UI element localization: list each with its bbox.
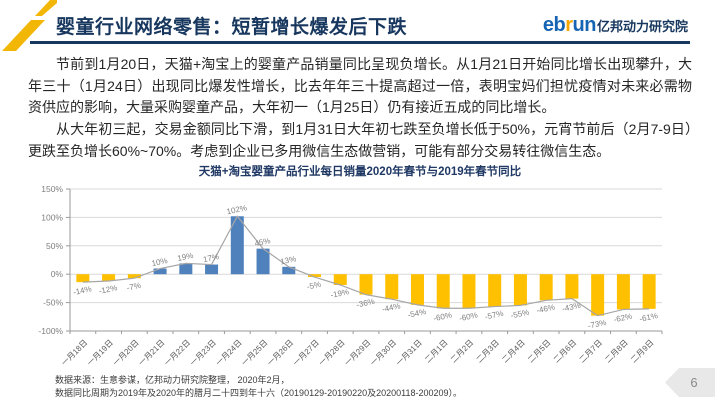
svg-text:-12%: -12% xyxy=(98,283,118,296)
svg-text:100%: 100% xyxy=(41,212,63,222)
svg-text:二月9日: 二月9日 xyxy=(629,338,655,364)
svg-text:-57%: -57% xyxy=(484,309,504,322)
svg-text:一月18日: 一月18日 xyxy=(60,338,90,368)
svg-text:一月24日: 一月24日 xyxy=(214,338,244,368)
svg-text:-60%: -60% xyxy=(433,310,453,323)
svg-text:-46%: -46% xyxy=(536,303,556,316)
svg-text:一月31日: 一月31日 xyxy=(394,338,424,368)
svg-text:-5%: -5% xyxy=(306,280,322,292)
svg-text:二月6日: 二月6日 xyxy=(552,338,578,364)
svg-text:一月25日: 一月25日 xyxy=(240,338,270,368)
svg-text:-61%: -61% xyxy=(639,311,659,324)
svg-text:-43%: -43% xyxy=(561,301,581,314)
svg-text:一月27日: 一月27日 xyxy=(291,338,321,368)
source-line-1: 数据来源：生意参谋，亿邦动力研究院整理， 2020年2月， xyxy=(55,374,290,385)
svg-text:二月3日: 二月3日 xyxy=(475,338,501,364)
svg-text:-100%: -100% xyxy=(38,326,63,336)
slide-header: 婴童行业网络零售：短暂增长爆发后下跌 ebrun亿邦动力研究院 xyxy=(0,0,720,51)
svg-text:-19%: -19% xyxy=(330,287,350,300)
logo-text-un: un xyxy=(572,14,597,36)
chart-title: 天猫+淘宝婴童产品行业每日销量2020年春节与2019年春节同比 xyxy=(198,166,522,178)
svg-text:一月30日: 一月30日 xyxy=(369,338,399,368)
svg-text:二月7日: 二月7日 xyxy=(578,338,604,364)
daily-sales-yoy-chart: 150% 100% 50% 0% -50% -100% -14% -12% -7% 10% 19% 1… xyxy=(38,184,663,368)
logo-text-eb: eb xyxy=(542,14,566,36)
svg-text:50%: 50% xyxy=(46,241,63,251)
svg-text:-60%: -60% xyxy=(458,310,478,323)
svg-text:-54%: -54% xyxy=(407,307,427,320)
svg-text:-44%: -44% xyxy=(381,301,401,314)
svg-text:-50%: -50% xyxy=(43,298,63,308)
svg-text:-7%: -7% xyxy=(126,281,142,293)
body-text: 节前到1月20日，天猫+淘宝上的婴童产品销量同比呈现负增长。从1月21日开始同比… xyxy=(28,54,692,162)
svg-text:-36%: -36% xyxy=(355,297,375,310)
svg-text:二月2日: 二月2日 xyxy=(449,338,475,364)
page-number: 6 xyxy=(690,375,698,390)
svg-text:二月1日: 二月1日 xyxy=(423,338,449,364)
svg-text:一月28日: 一月28日 xyxy=(317,338,347,368)
svg-text:19%: 19% xyxy=(177,251,195,263)
svg-text:102%: 102% xyxy=(226,203,248,216)
svg-text:一月20日: 一月20日 xyxy=(111,338,141,368)
page-title: 婴童行业网络零售：短暂增长爆发后下跌 xyxy=(56,17,408,38)
svg-text:二月8日: 二月8日 xyxy=(603,338,629,364)
svg-text:二月5日: 二月5日 xyxy=(526,338,552,364)
paragraph-2: 从大年初三起，交易金额同比下滑，到1月31日大年初七跌至负增长低于50%，元宵节… xyxy=(28,121,692,159)
svg-text:-14%: -14% xyxy=(72,284,92,297)
page-number-badge: 6 xyxy=(665,368,715,397)
chart-block: 天猫+淘宝婴童产品行业每日销量2020年春节与2019年春节同比 150% 100… xyxy=(0,163,720,371)
paragraph-1: 节前到1月20日，天猫+淘宝上的婴童产品销量同比呈现负增长。从1月21日开始同比… xyxy=(28,56,692,116)
header-divider xyxy=(30,41,690,44)
ebrun-logo: ebrun亿邦动力研究院 xyxy=(543,14,688,37)
svg-text:-62%: -62% xyxy=(613,312,633,325)
svg-text:一月21日: 一月21日 xyxy=(137,338,167,368)
svg-text:一月29日: 一月29日 xyxy=(343,338,373,368)
svg-text:一月22日: 一月22日 xyxy=(163,338,193,368)
svg-text:一月19日: 一月19日 xyxy=(85,338,115,368)
svg-text:13%: 13% xyxy=(279,254,297,266)
source-note: 数据来源：生意参谋，亿邦动力研究院整理， 2020年2月， 数据同比周期为201… xyxy=(55,374,462,400)
svg-text:一月23日: 一月23日 xyxy=(188,338,218,368)
svg-text:150%: 150% xyxy=(41,184,63,194)
svg-text:0%: 0% xyxy=(51,269,64,279)
source-line-2: 数据同比周期为2019年及2020年的腊月二十四到年十六（20190129-20… xyxy=(55,387,463,398)
svg-text:-73%: -73% xyxy=(587,318,607,331)
svg-text:二月4日: 二月4日 xyxy=(500,338,526,364)
svg-text:17%: 17% xyxy=(202,252,220,264)
svg-text:-55%: -55% xyxy=(510,308,530,321)
svg-text:一月26日: 一月26日 xyxy=(266,338,296,368)
slash-decoration-icon xyxy=(2,0,57,51)
logo-text-cn: 亿邦动力研究院 xyxy=(596,19,688,34)
svg-text:10%: 10% xyxy=(151,256,169,268)
svg-text:45%: 45% xyxy=(254,236,272,248)
logo-text-r: r xyxy=(565,14,573,36)
